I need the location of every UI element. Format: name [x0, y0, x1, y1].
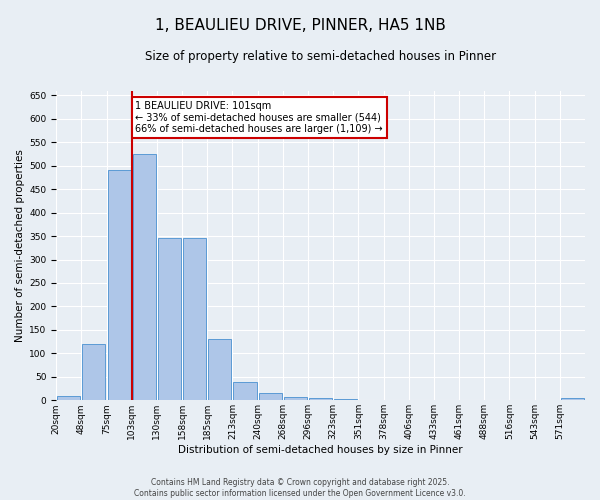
- Bar: [284, 396, 307, 400]
- Bar: [208, 340, 232, 400]
- X-axis label: Distribution of semi-detached houses by size in Pinner: Distribution of semi-detached houses by …: [178, 445, 463, 455]
- Bar: [309, 398, 332, 400]
- Bar: [57, 396, 80, 400]
- Text: 1, BEAULIEU DRIVE, PINNER, HA5 1NB: 1, BEAULIEU DRIVE, PINNER, HA5 1NB: [155, 18, 445, 32]
- Bar: [259, 393, 282, 400]
- Bar: [82, 344, 106, 401]
- Title: Size of property relative to semi-detached houses in Pinner: Size of property relative to semi-detach…: [145, 50, 496, 63]
- Bar: [334, 399, 358, 400]
- Text: Contains HM Land Registry data © Crown copyright and database right 2025.
Contai: Contains HM Land Registry data © Crown c…: [134, 478, 466, 498]
- Bar: [183, 238, 206, 400]
- Bar: [133, 154, 156, 400]
- Text: 1 BEAULIEU DRIVE: 101sqm
← 33% of semi-detached houses are smaller (544)
66% of : 1 BEAULIEU DRIVE: 101sqm ← 33% of semi-d…: [136, 101, 383, 134]
- Bar: [107, 170, 131, 400]
- Bar: [158, 238, 181, 400]
- Bar: [561, 398, 584, 400]
- Y-axis label: Number of semi-detached properties: Number of semi-detached properties: [15, 149, 25, 342]
- Bar: [233, 382, 257, 400]
